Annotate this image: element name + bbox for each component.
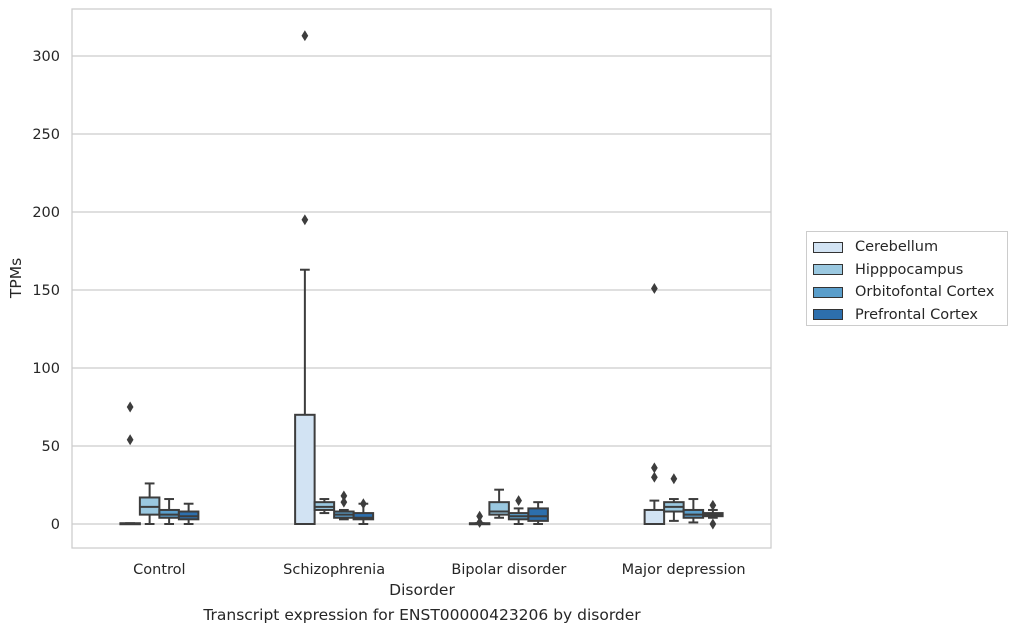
outlier-point [301, 214, 309, 226]
legend-label: Cerebellum [855, 239, 939, 256]
x-tick-labels: Control Schizophrenia Bipolar disorder Majo… [133, 562, 745, 578]
box-group [682, 498, 705, 524]
box-group [507, 495, 530, 525]
outlier-point [670, 473, 678, 485]
outlier-point [515, 495, 522, 507]
outlier-point [651, 282, 658, 294]
box-series [119, 30, 724, 530]
box [488, 501, 510, 516]
chart-caption: Transcript expression for ENST0000042320… [203, 606, 641, 624]
box [643, 508, 666, 525]
box [527, 507, 549, 522]
y-tick-label: 100 [32, 361, 60, 377]
outlier-point [709, 518, 717, 530]
box-group [702, 499, 724, 530]
y-tick-label: 300 [32, 49, 60, 65]
outlier-point [126, 401, 134, 413]
legend-swatch [813, 286, 843, 298]
legend-label: Prefrontal Cortex [855, 306, 978, 323]
box-group [468, 510, 491, 528]
legend-label: Hipppocampus [855, 261, 964, 278]
outlier-point [476, 516, 483, 528]
box-group [333, 490, 355, 521]
x-tick-label: Major depression [622, 562, 746, 578]
y-tick-label: 250 [32, 127, 60, 143]
box-group [119, 401, 141, 526]
y-tick-labels: 0 50 100 150 200 250 300 [32, 49, 60, 533]
x-axis-label: Disorder [389, 581, 455, 599]
box-group [643, 282, 666, 525]
y-tick-label: 0 [51, 517, 60, 533]
legend-label: Orbitofontal Cortex [855, 284, 995, 301]
outlier-point [301, 30, 309, 42]
legend-swatch [813, 309, 843, 321]
outlier-point [340, 496, 348, 508]
box [352, 512, 375, 521]
legend-item: Orbitofontal Cortex [813, 281, 1007, 304]
box [294, 413, 316, 525]
y-tick-label: 50 [42, 439, 60, 455]
gridlines [72, 55, 771, 525]
outlier-point [651, 462, 658, 474]
x-tick-label: Schizophrenia [283, 562, 385, 578]
legend-item: Prefrontal Cortex [813, 304, 1007, 327]
y-axis-label: TPMs [7, 258, 25, 299]
outlier-point [709, 499, 717, 511]
box-group [313, 498, 336, 515]
box-group [138, 482, 161, 525]
box-group [488, 488, 510, 519]
outlier-point [126, 434, 134, 446]
outlier-point [476, 510, 483, 522]
legend-swatch [813, 264, 843, 276]
x-tick-label: Bipolar disorder [451, 562, 566, 578]
box-group [527, 501, 549, 525]
legend-item: Cerebellum [813, 236, 1007, 259]
box-group [177, 502, 200, 525]
outlier-point [651, 471, 658, 483]
legend-item: Hipppocampus [813, 259, 1007, 282]
x-tick-label: Control [133, 562, 185, 578]
outlier-point [360, 498, 367, 510]
box-group [294, 30, 316, 525]
legend: Cerebellum Hipppocampus Orbitofontal Corte… [806, 231, 1008, 326]
plot-frame [71, 8, 772, 549]
legend-swatch [813, 241, 843, 253]
y-tick-label: 150 [32, 283, 60, 299]
box-group [352, 498, 375, 525]
box-group [158, 498, 180, 525]
y-tick-label: 200 [32, 205, 60, 221]
outlier-point [340, 490, 348, 502]
box-group [663, 473, 685, 522]
